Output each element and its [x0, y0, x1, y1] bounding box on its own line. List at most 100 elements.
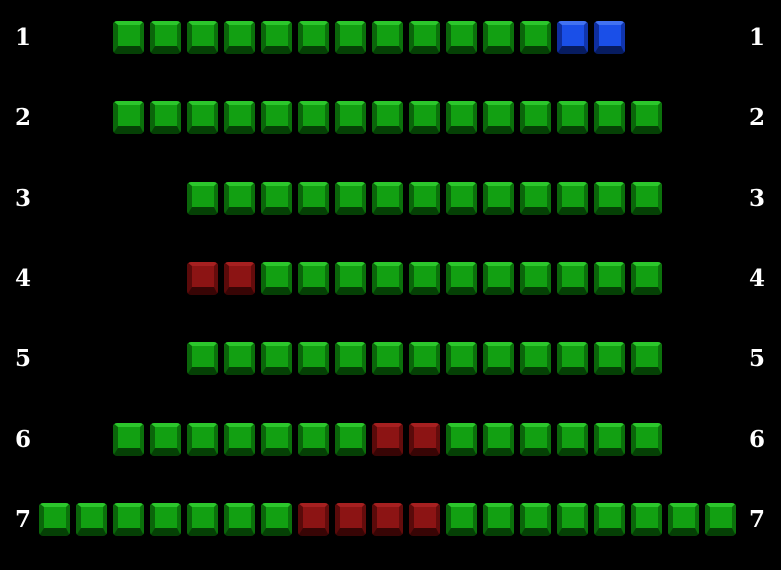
seat[interactable]: [483, 503, 514, 536]
seat[interactable]: [224, 342, 255, 375]
seat[interactable]: [76, 503, 107, 536]
seat[interactable]: [594, 21, 625, 54]
seat[interactable]: [631, 423, 662, 456]
seat[interactable]: [224, 503, 255, 536]
seat[interactable]: [409, 423, 440, 456]
seat[interactable]: [224, 182, 255, 215]
seat[interactable]: [594, 503, 625, 536]
seat[interactable]: [298, 21, 329, 54]
seat[interactable]: [187, 423, 218, 456]
seat[interactable]: [483, 342, 514, 375]
seat[interactable]: [261, 503, 292, 536]
seat[interactable]: [335, 262, 366, 295]
seat[interactable]: [409, 503, 440, 536]
seat[interactable]: [372, 101, 403, 134]
seat[interactable]: [224, 262, 255, 295]
seat[interactable]: [520, 262, 551, 295]
seat[interactable]: [409, 342, 440, 375]
seat[interactable]: [335, 342, 366, 375]
seat[interactable]: [261, 262, 292, 295]
seat[interactable]: [224, 21, 255, 54]
seat[interactable]: [631, 182, 662, 215]
seat[interactable]: [335, 21, 366, 54]
seat[interactable]: [150, 423, 181, 456]
seat[interactable]: [446, 262, 477, 295]
seat[interactable]: [113, 101, 144, 134]
seat[interactable]: [557, 182, 588, 215]
seat[interactable]: [557, 21, 588, 54]
seat[interactable]: [446, 182, 477, 215]
seat[interactable]: [335, 182, 366, 215]
seat[interactable]: [298, 101, 329, 134]
seat[interactable]: [39, 503, 70, 536]
seat[interactable]: [446, 342, 477, 375]
seat[interactable]: [483, 423, 514, 456]
seat[interactable]: [372, 21, 403, 54]
seat[interactable]: [446, 423, 477, 456]
seat[interactable]: [187, 182, 218, 215]
seat[interactable]: [335, 503, 366, 536]
seat[interactable]: [705, 503, 736, 536]
seat[interactable]: [261, 101, 292, 134]
seat[interactable]: [298, 423, 329, 456]
seat[interactable]: [187, 262, 218, 295]
seat[interactable]: [187, 342, 218, 375]
seat[interactable]: [483, 182, 514, 215]
seat[interactable]: [594, 182, 625, 215]
seat[interactable]: [372, 342, 403, 375]
seat[interactable]: [520, 182, 551, 215]
seat[interactable]: [409, 262, 440, 295]
seat[interactable]: [298, 262, 329, 295]
seat[interactable]: [557, 101, 588, 134]
seat[interactable]: [224, 423, 255, 456]
seat[interactable]: [520, 503, 551, 536]
seat[interactable]: [520, 423, 551, 456]
seat[interactable]: [298, 503, 329, 536]
seat[interactable]: [372, 423, 403, 456]
seat[interactable]: [409, 21, 440, 54]
seat[interactable]: [483, 101, 514, 134]
seat[interactable]: [557, 262, 588, 295]
seat[interactable]: [483, 21, 514, 54]
seat[interactable]: [520, 21, 551, 54]
seat[interactable]: [372, 503, 403, 536]
seat[interactable]: [113, 423, 144, 456]
seat[interactable]: [594, 262, 625, 295]
seat[interactable]: [261, 21, 292, 54]
seat[interactable]: [187, 21, 218, 54]
seat[interactable]: [261, 423, 292, 456]
seat[interactable]: [224, 101, 255, 134]
seat[interactable]: [261, 182, 292, 215]
seat[interactable]: [150, 101, 181, 134]
seat[interactable]: [631, 101, 662, 134]
seat[interactable]: [187, 503, 218, 536]
seat[interactable]: [520, 101, 551, 134]
seat[interactable]: [335, 101, 366, 134]
seat[interactable]: [557, 503, 588, 536]
seat[interactable]: [298, 342, 329, 375]
seat[interactable]: [668, 503, 699, 536]
seat[interactable]: [631, 503, 662, 536]
seat[interactable]: [261, 342, 292, 375]
seat[interactable]: [483, 262, 514, 295]
seat[interactable]: [594, 101, 625, 134]
seat[interactable]: [372, 262, 403, 295]
seat[interactable]: [594, 342, 625, 375]
seat[interactable]: [446, 21, 477, 54]
seat[interactable]: [298, 182, 329, 215]
seat[interactable]: [594, 423, 625, 456]
seat[interactable]: [150, 503, 181, 536]
seat[interactable]: [150, 21, 181, 54]
seat[interactable]: [113, 503, 144, 536]
seat[interactable]: [557, 423, 588, 456]
seat[interactable]: [446, 503, 477, 536]
seat[interactable]: [409, 182, 440, 215]
seat[interactable]: [372, 182, 403, 215]
seat[interactable]: [335, 423, 366, 456]
seat[interactable]: [446, 101, 477, 134]
seat[interactable]: [631, 342, 662, 375]
seat[interactable]: [187, 101, 218, 134]
seat[interactable]: [409, 101, 440, 134]
seat[interactable]: [520, 342, 551, 375]
seat[interactable]: [631, 262, 662, 295]
